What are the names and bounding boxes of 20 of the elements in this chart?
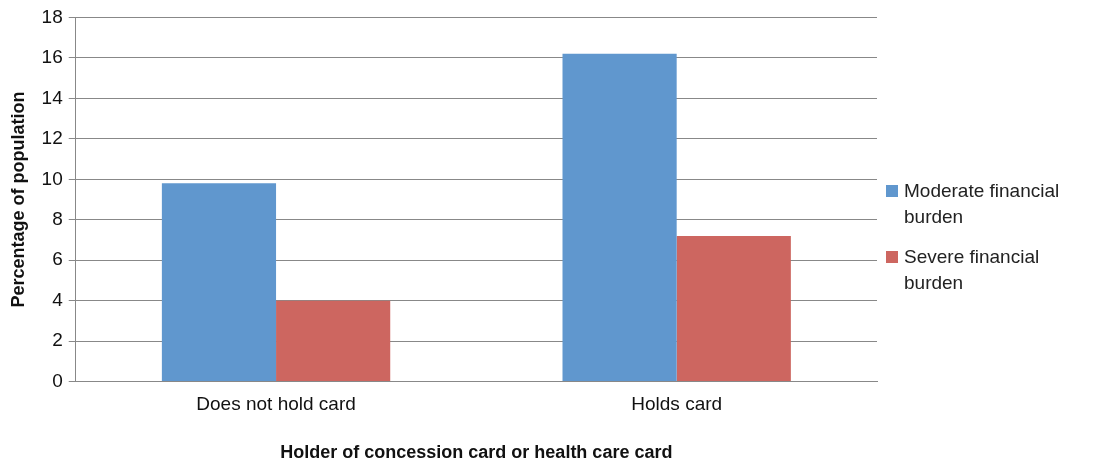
bar xyxy=(562,53,677,382)
y-tick-label: 6 xyxy=(52,248,63,270)
y-tick-label: 2 xyxy=(52,329,63,351)
x-tick-label: Holds card xyxy=(631,393,723,415)
y-tick-label: 12 xyxy=(41,127,63,149)
y-tick-label: 0 xyxy=(52,369,63,391)
y-tick-label: 16 xyxy=(41,46,63,68)
y-axis-title: Percentage of population xyxy=(7,91,28,308)
y-tick-label: 10 xyxy=(41,167,63,189)
bar xyxy=(276,300,391,382)
bar xyxy=(676,235,791,382)
legend-label: Moderate financial burden xyxy=(904,179,1061,229)
y-tick-label: 4 xyxy=(52,288,64,310)
legend-label: Severe financial burden xyxy=(904,245,1041,295)
x-axis-title: Holder of concession card or health care card xyxy=(280,442,673,463)
y-tick-label: 8 xyxy=(52,207,63,229)
bar xyxy=(161,183,277,382)
x-tick-label: Does not hold card xyxy=(196,393,356,415)
y-tick-label: 18 xyxy=(41,5,63,27)
y-tick-label: 14 xyxy=(41,86,64,108)
